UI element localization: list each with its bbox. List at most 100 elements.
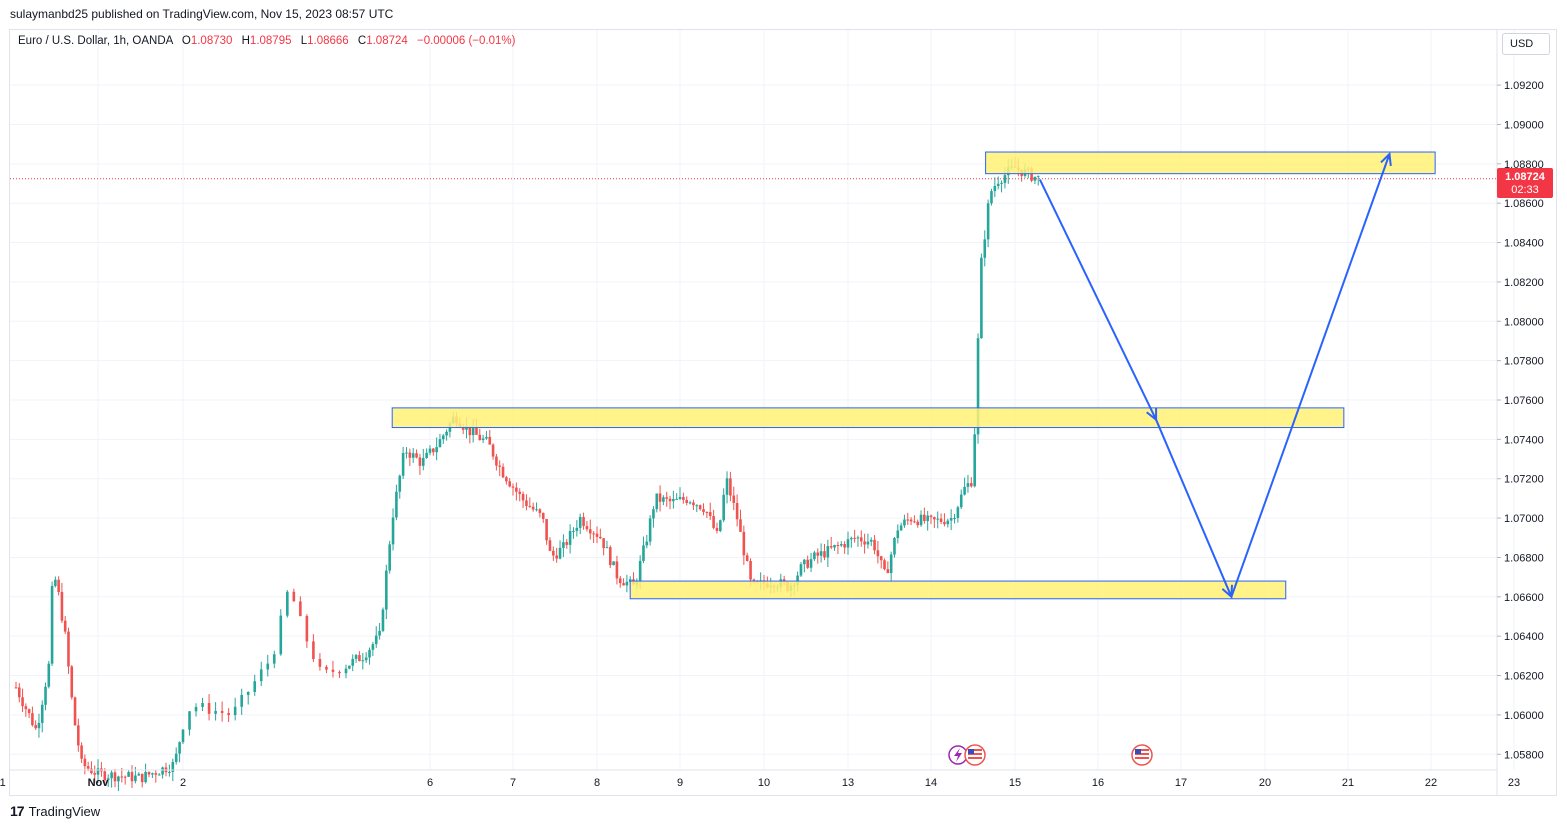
- symbol-title[interactable]: Euro / U.S. Dollar, 1h, OANDA: [18, 35, 173, 47]
- candle-body: [123, 776, 127, 778]
- candle-body: [705, 512, 709, 514]
- price-tick-label: 1.07400: [1504, 434, 1544, 446]
- candle-body: [40, 704, 44, 723]
- economic-events[interactable]: [948, 744, 1153, 766]
- time-tick-label: 6: [427, 777, 433, 789]
- candle-body: [435, 447, 438, 453]
- candle-body: [879, 556, 883, 561]
- price-tick-label: 1.05800: [1504, 749, 1544, 761]
- price-tick-label: 1.08400: [1504, 238, 1544, 250]
- candle-body: [361, 660, 365, 662]
- candle-body: [348, 665, 351, 669]
- candle-body: [859, 537, 863, 542]
- candle-body: [592, 533, 595, 535]
- candle-body: [562, 542, 565, 548]
- candle-body: [541, 513, 545, 519]
- footer-brand[interactable]: 17 TradingView: [10, 803, 100, 819]
- candle-body: [461, 427, 465, 430]
- candle-body: [899, 525, 903, 531]
- candle-body: [485, 436, 488, 439]
- candle-body: [558, 547, 562, 559]
- candle-body: [511, 486, 515, 488]
- candle-body: [585, 526, 589, 530]
- candle-body: [385, 570, 388, 610]
- candle-body: [240, 694, 243, 707]
- ohlc-legend: Euro / U.S. Dollar, 1h, OANDA O1.08730 H…: [18, 35, 515, 47]
- candle-body: [990, 191, 993, 204]
- candle-body: [77, 725, 80, 746]
- candle-body: [645, 541, 649, 546]
- candle-body: [17, 687, 21, 698]
- zones[interactable]: [391, 151, 1436, 600]
- candle-body: [648, 518, 652, 542]
- candle-body: [715, 527, 719, 531]
- candle-body: [110, 772, 113, 779]
- candle-body: [137, 773, 141, 776]
- candle-body: [525, 500, 528, 507]
- candle-body: [799, 564, 803, 576]
- candle-body: [608, 547, 612, 566]
- candle-body: [816, 552, 820, 556]
- price-tick-label: 1.06000: [1504, 710, 1544, 722]
- price-tick-label: 1.07800: [1504, 356, 1544, 368]
- time-tick-label: 2: [180, 777, 186, 789]
- us-flag-event-icon[interactable]: [1131, 744, 1153, 766]
- candle-body: [528, 506, 532, 508]
- price-axis[interactable]: 1.09200 1.09000 1.08800 1.08600 1.08400 1.082…: [1496, 30, 1544, 796]
- candle-body: [368, 649, 371, 658]
- candle-body: [956, 507, 960, 518]
- candle-body: [809, 559, 813, 568]
- candle-body: [702, 509, 705, 513]
- candle-body: [140, 773, 144, 783]
- candle-body: [246, 691, 250, 695]
- candle-body: [675, 498, 678, 500]
- candle-body: [80, 745, 83, 759]
- candle-body: [996, 183, 1000, 186]
- currency-button[interactable]: USD: [1502, 33, 1550, 55]
- candle-body: [178, 742, 181, 754]
- candle-body: [1003, 175, 1007, 183]
- candle-body: [565, 542, 569, 545]
- last-price-value: 1.08724: [1505, 171, 1546, 183]
- candle-body: [668, 498, 672, 502]
- candle-body: [465, 426, 468, 430]
- candle-body: [441, 435, 445, 440]
- candle-body: [438, 439, 442, 448]
- candle-body: [171, 761, 175, 772]
- projection-arrowhead: [1380, 151, 1392, 167]
- time-tick-label: 9: [677, 777, 683, 789]
- candle-body: [722, 494, 725, 521]
- candle-body: [50, 585, 54, 664]
- candle-body: [157, 774, 161, 776]
- candle-body: [113, 772, 117, 782]
- candle-body: [535, 509, 538, 511]
- candle-body: [986, 203, 990, 240]
- candle-body: [505, 477, 508, 482]
- time-tick-label: 8: [594, 777, 600, 789]
- projection-arrows[interactable]: [1038, 151, 1392, 599]
- candle-body: [37, 722, 41, 729]
- candle-body: [976, 338, 980, 435]
- us-flag-event-icon[interactable]: [964, 744, 986, 766]
- candle-body: [31, 713, 34, 726]
- candle-body: [903, 519, 906, 526]
- candle-body: [980, 257, 983, 339]
- grid-lines: [0, 30, 1515, 770]
- candle-body: [272, 654, 276, 664]
- candle-body: [144, 771, 147, 783]
- candle-body: [599, 536, 602, 539]
- close-value: 1.08724: [366, 35, 408, 47]
- candle-body: [286, 591, 289, 616]
- candle-body: [151, 773, 154, 775]
- time-axis[interactable]: 31 Nov 2 6 7 8 9 10 13 14 15 16 17 20 21 22 23: [0, 769, 1520, 789]
- high-value: 1.08795: [249, 35, 292, 47]
- time-tick-label: 13: [842, 777, 854, 789]
- candle-body: [883, 560, 886, 570]
- candle-body: [421, 458, 425, 466]
- candle-body: [266, 663, 270, 670]
- last-price-label: 1.08724 02:33: [1497, 168, 1553, 198]
- candle-body: [863, 541, 866, 545]
- candle-body: [575, 527, 579, 531]
- candle-body: [515, 487, 518, 492]
